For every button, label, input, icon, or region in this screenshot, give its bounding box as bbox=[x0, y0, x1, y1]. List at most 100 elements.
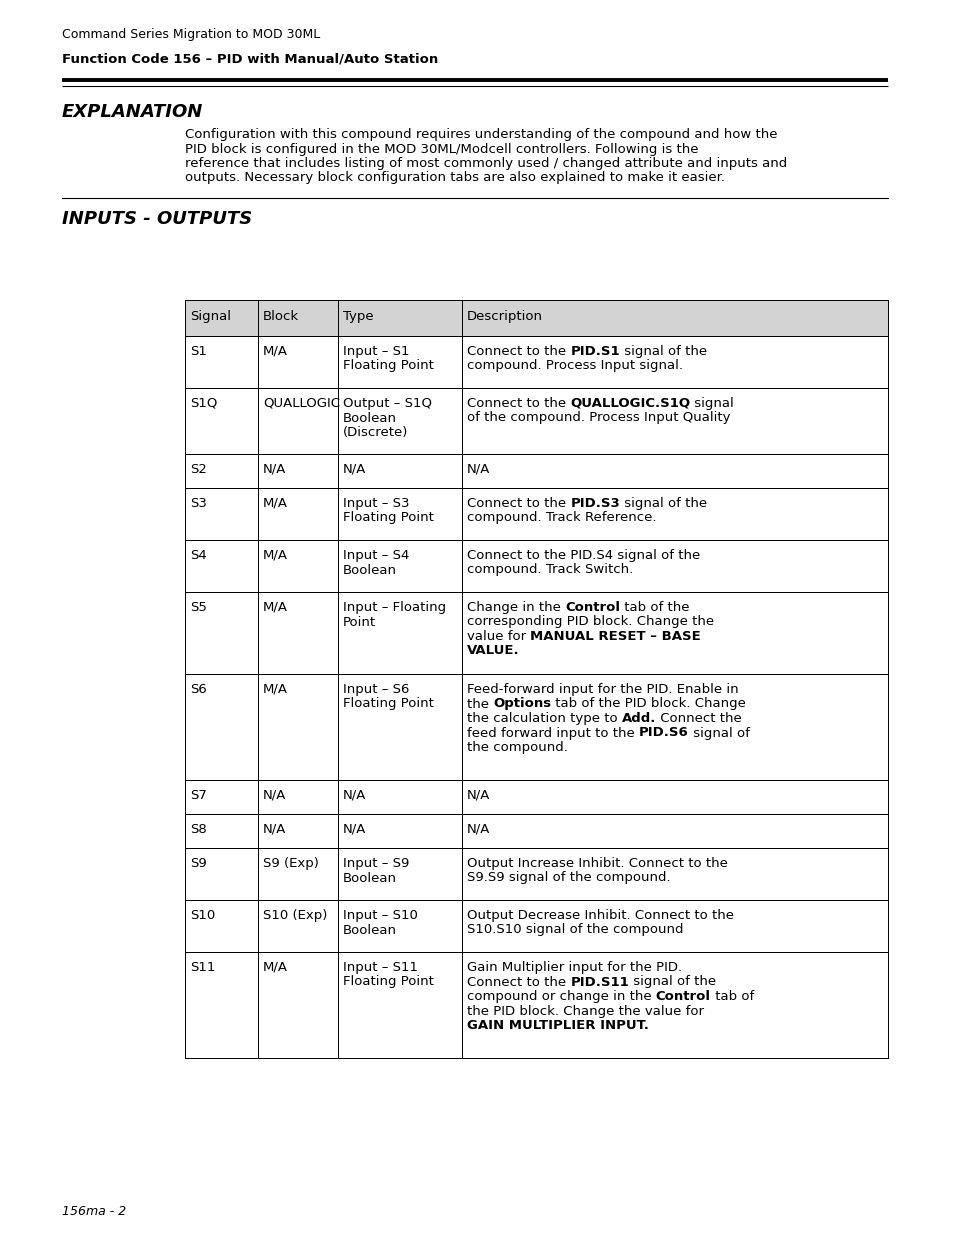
Text: Point: Point bbox=[343, 615, 375, 629]
Bar bbox=[185, 300, 887, 336]
Text: Connect to the: Connect to the bbox=[467, 496, 570, 510]
Text: S10 (Exp): S10 (Exp) bbox=[263, 909, 327, 923]
Text: Input – S4: Input – S4 bbox=[343, 550, 409, 562]
Text: Input – Floating: Input – Floating bbox=[343, 601, 446, 614]
Text: S1Q: S1Q bbox=[190, 396, 217, 410]
Text: Connect the: Connect the bbox=[656, 713, 741, 725]
Text: N/A: N/A bbox=[467, 789, 490, 802]
Text: Control: Control bbox=[655, 990, 710, 1003]
Text: Gain Multiplier input for the PID.: Gain Multiplier input for the PID. bbox=[467, 961, 681, 974]
Text: Function Code 156 – PID with Manual/Auto Station: Function Code 156 – PID with Manual/Auto… bbox=[62, 52, 437, 65]
Text: Input – S10: Input – S10 bbox=[343, 909, 417, 923]
Text: Options: Options bbox=[493, 698, 551, 710]
Text: EXPLANATION: EXPLANATION bbox=[62, 103, 203, 121]
Text: Input – S3: Input – S3 bbox=[343, 496, 409, 510]
Text: INPUTS - OUTPUTS: INPUTS - OUTPUTS bbox=[62, 210, 252, 228]
Text: Boolean: Boolean bbox=[343, 924, 396, 936]
Text: Change in the: Change in the bbox=[467, 601, 564, 614]
Text: N/A: N/A bbox=[263, 789, 286, 802]
Text: S3: S3 bbox=[190, 496, 207, 510]
Text: N/A: N/A bbox=[467, 823, 490, 836]
Text: PID block is configured in the MOD 30ML/Modcell controllers. Following is the: PID block is configured in the MOD 30ML/… bbox=[185, 142, 698, 156]
Text: Output – S1Q: Output – S1Q bbox=[343, 396, 432, 410]
Text: M/A: M/A bbox=[263, 345, 288, 358]
Text: GAIN MULTIPLIER INPUT.: GAIN MULTIPLIER INPUT. bbox=[467, 1019, 648, 1032]
Text: QUALLOGIC.S1Q: QUALLOGIC.S1Q bbox=[570, 396, 690, 410]
Text: outputs. Necessary block configuration tabs are also explained to make it easier: outputs. Necessary block configuration t… bbox=[185, 172, 724, 184]
Text: M/A: M/A bbox=[263, 550, 288, 562]
Text: feed forward input to the: feed forward input to the bbox=[467, 726, 639, 740]
Text: signal of the: signal of the bbox=[628, 976, 716, 988]
Text: S4: S4 bbox=[190, 550, 207, 562]
Text: 156ma - 2: 156ma - 2 bbox=[62, 1205, 126, 1218]
Text: Signal: Signal bbox=[190, 310, 231, 324]
Text: S11: S11 bbox=[190, 961, 215, 974]
Text: M/A: M/A bbox=[263, 961, 288, 974]
Text: M/A: M/A bbox=[263, 683, 288, 697]
Text: reference that includes listing of most commonly used / changed attribute and in: reference that includes listing of most … bbox=[185, 157, 786, 170]
Text: tab of the PID block. Change: tab of the PID block. Change bbox=[551, 698, 745, 710]
Text: S9.S9 signal of the compound.: S9.S9 signal of the compound. bbox=[467, 872, 670, 884]
Text: Connect to the: Connect to the bbox=[467, 345, 570, 358]
Text: Type: Type bbox=[343, 310, 374, 324]
Text: N/A: N/A bbox=[263, 823, 286, 836]
Text: QUALLOGIC: QUALLOGIC bbox=[263, 396, 339, 410]
Text: Floating Point: Floating Point bbox=[343, 698, 434, 710]
Text: M/A: M/A bbox=[263, 601, 288, 614]
Text: signal of the: signal of the bbox=[619, 345, 706, 358]
Text: tab of: tab of bbox=[710, 990, 753, 1003]
Text: value for: value for bbox=[467, 630, 530, 643]
Text: Output Increase Inhibit. Connect to the: Output Increase Inhibit. Connect to the bbox=[467, 857, 727, 869]
Text: PID.S1: PID.S1 bbox=[570, 345, 619, 358]
Text: S5: S5 bbox=[190, 601, 207, 614]
Text: PID.S11: PID.S11 bbox=[570, 976, 628, 988]
Text: compound. Track Reference.: compound. Track Reference. bbox=[467, 511, 656, 525]
Text: (Discrete): (Discrete) bbox=[343, 426, 408, 438]
Text: Boolean: Boolean bbox=[343, 872, 396, 884]
Text: tab of the: tab of the bbox=[619, 601, 689, 614]
Text: signal of the: signal of the bbox=[619, 496, 706, 510]
Text: corresponding PID block. Change the: corresponding PID block. Change the bbox=[467, 615, 714, 629]
Text: Connect to the: Connect to the bbox=[467, 976, 570, 988]
Text: S9: S9 bbox=[190, 857, 207, 869]
Text: S7: S7 bbox=[190, 789, 207, 802]
Text: Connect to the: Connect to the bbox=[467, 396, 570, 410]
Text: Boolean: Boolean bbox=[343, 411, 396, 425]
Text: Input – S9: Input – S9 bbox=[343, 857, 409, 869]
Text: Control: Control bbox=[564, 601, 619, 614]
Text: Input – S6: Input – S6 bbox=[343, 683, 409, 697]
Text: Connect to the PID.S4 signal of the: Connect to the PID.S4 signal of the bbox=[467, 550, 700, 562]
Text: Floating Point: Floating Point bbox=[343, 511, 434, 525]
Text: the: the bbox=[467, 698, 493, 710]
Text: M/A: M/A bbox=[263, 496, 288, 510]
Text: S8: S8 bbox=[190, 823, 207, 836]
Text: the compound.: the compound. bbox=[467, 741, 567, 755]
Text: N/A: N/A bbox=[343, 789, 366, 802]
Text: Configuration with this compound requires understanding of the compound and how : Configuration with this compound require… bbox=[185, 128, 777, 141]
Text: N/A: N/A bbox=[467, 463, 490, 475]
Text: Floating Point: Floating Point bbox=[343, 359, 434, 373]
Text: S9 (Exp): S9 (Exp) bbox=[263, 857, 318, 869]
Text: S6: S6 bbox=[190, 683, 207, 697]
Text: S2: S2 bbox=[190, 463, 207, 475]
Text: MANUAL RESET – BASE: MANUAL RESET – BASE bbox=[530, 630, 700, 643]
Text: Feed-forward input for the PID. Enable in: Feed-forward input for the PID. Enable i… bbox=[467, 683, 738, 697]
Text: N/A: N/A bbox=[343, 463, 366, 475]
Text: S1: S1 bbox=[190, 345, 207, 358]
Text: S10: S10 bbox=[190, 909, 215, 923]
Text: Block: Block bbox=[263, 310, 299, 324]
Text: the calculation type to: the calculation type to bbox=[467, 713, 621, 725]
Text: N/A: N/A bbox=[263, 463, 286, 475]
Text: PID.S3: PID.S3 bbox=[570, 496, 619, 510]
Text: compound. Track Switch.: compound. Track Switch. bbox=[467, 563, 633, 577]
Text: Input – S11: Input – S11 bbox=[343, 961, 417, 974]
Text: Floating Point: Floating Point bbox=[343, 976, 434, 988]
Text: the PID block. Change the value for: the PID block. Change the value for bbox=[467, 1004, 703, 1018]
Text: S10.S10 signal of the compound: S10.S10 signal of the compound bbox=[467, 924, 682, 936]
Text: VALUE.: VALUE. bbox=[467, 645, 519, 657]
Text: signal of: signal of bbox=[688, 726, 749, 740]
Text: Command Series Migration to MOD 30ML: Command Series Migration to MOD 30ML bbox=[62, 28, 320, 41]
Text: compound or change in the: compound or change in the bbox=[467, 990, 656, 1003]
Text: Description: Description bbox=[467, 310, 542, 324]
Text: Output Decrease Inhibit. Connect to the: Output Decrease Inhibit. Connect to the bbox=[467, 909, 733, 923]
